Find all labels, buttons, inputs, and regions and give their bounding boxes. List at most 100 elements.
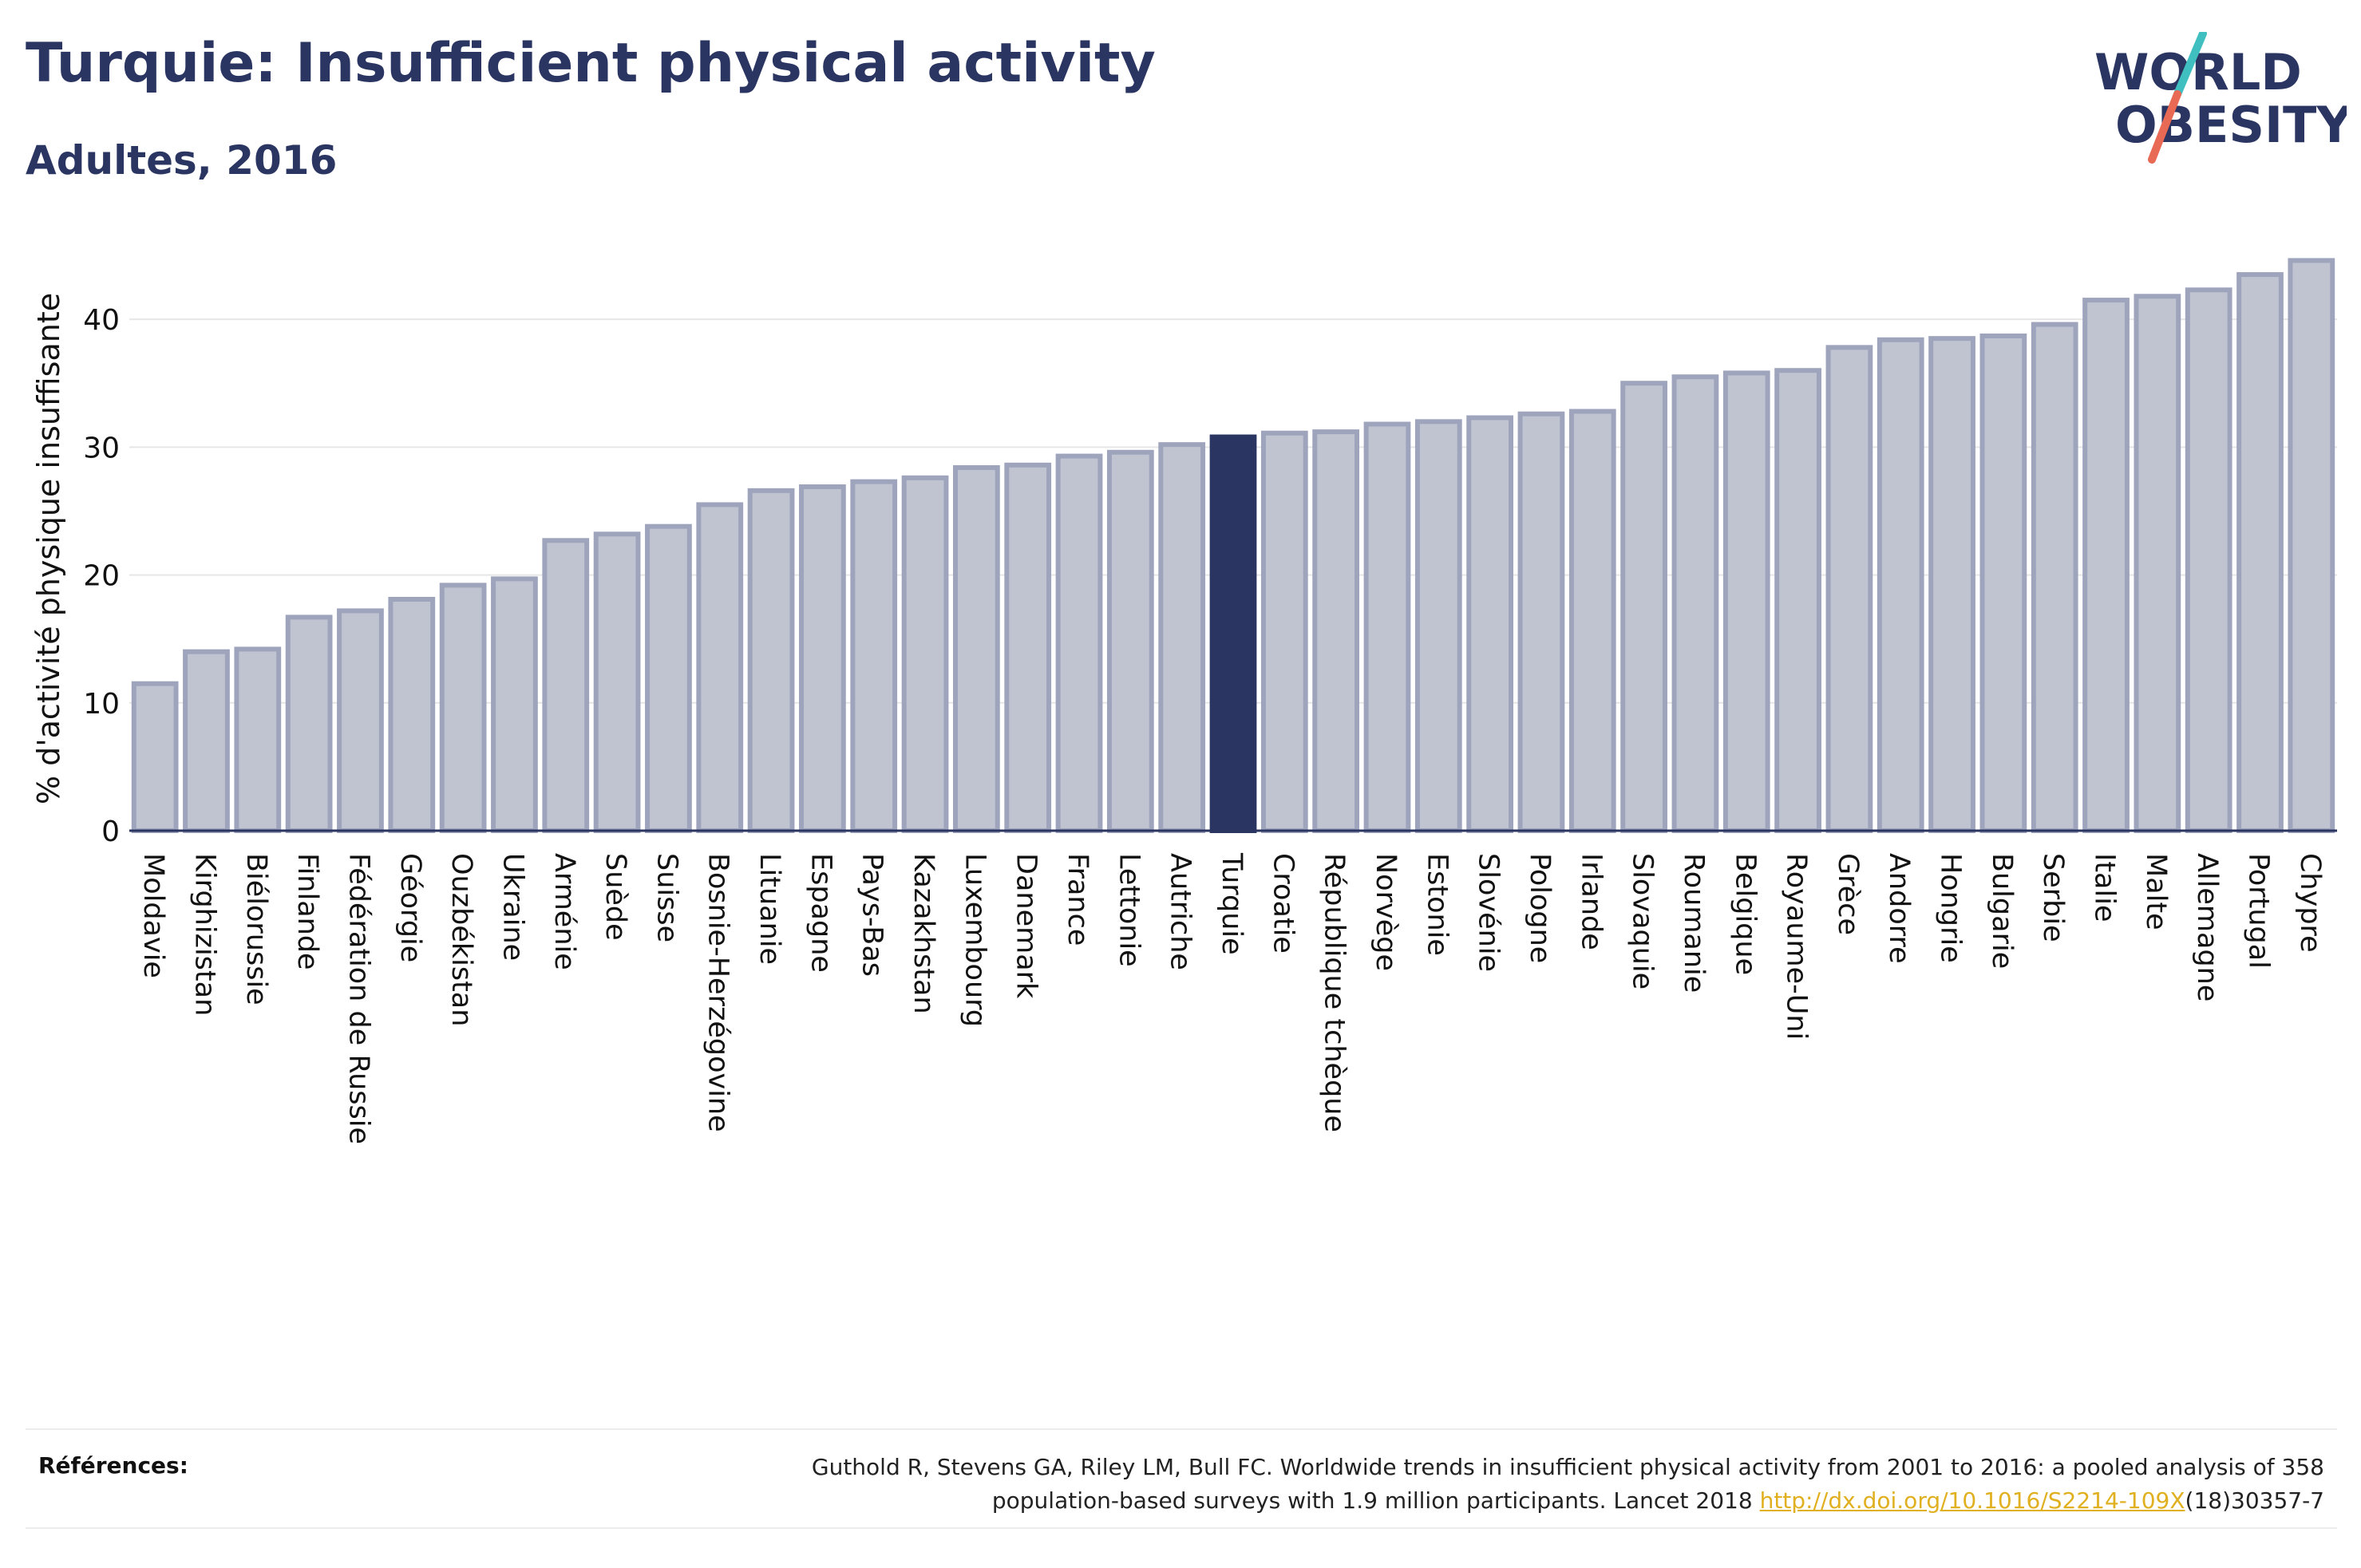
bar xyxy=(183,649,230,834)
bar xyxy=(645,523,692,833)
bar xyxy=(285,614,333,833)
reference-doi-link[interactable]: http://dx.doi.org/10.1016/S2214-109X xyxy=(1759,1487,2185,1514)
reference-line-2-suffix: (18)30357-7 xyxy=(2185,1487,2324,1514)
bar xyxy=(2288,258,2335,833)
bar xyxy=(491,576,538,834)
bar xyxy=(1774,368,1821,833)
bar-highlight xyxy=(1209,434,1257,834)
x-tick-label: Andorre xyxy=(1883,853,1915,964)
y-tick-labels: 0 10 20 30 40 xyxy=(83,304,120,848)
x-tick-label: Luxembourg xyxy=(959,853,991,1027)
x-tick-label: Croatie xyxy=(1267,853,1299,954)
chart-title: Turquie: Insufficient physical activity xyxy=(26,32,1156,95)
bar xyxy=(337,608,384,833)
x-tick-label: Géorgie xyxy=(394,853,426,962)
x-tick-label: Ouzbékistan xyxy=(445,853,477,1026)
x-tick-label: Arménie xyxy=(548,853,580,970)
y-axis-label: % d'activité physique insuffisante xyxy=(31,293,66,804)
y-tick-label: 30 xyxy=(83,432,120,464)
references-label: Références: xyxy=(38,1452,188,1479)
x-tick-label: Estonie xyxy=(1421,853,1453,956)
bar xyxy=(1877,337,1924,834)
bar xyxy=(1825,345,1873,834)
x-tick-label: Biélorussie xyxy=(240,853,272,1005)
x-tick-label: Danemark xyxy=(1010,853,1042,999)
bar xyxy=(1414,419,1462,833)
bar xyxy=(1979,333,2027,834)
x-tick-label: Pologne xyxy=(1524,853,1556,963)
bar xyxy=(850,479,898,833)
x-tick-label: Espagne xyxy=(805,853,836,973)
x-tick-label: Fédération de Russie xyxy=(342,853,374,1144)
x-tick-label: Lituanie xyxy=(753,853,785,965)
bar xyxy=(1671,374,1719,833)
x-tick-label: Chypre xyxy=(2294,853,2326,953)
chart-subtitle: Adultes, 2016 xyxy=(26,137,338,184)
x-tick-label: Pays-Bas xyxy=(856,853,888,977)
bar xyxy=(799,484,846,833)
bar xyxy=(2185,287,2232,833)
x-tick-label: Suisse xyxy=(651,853,682,942)
x-tick-label: Serbie xyxy=(2037,853,2069,942)
bar xyxy=(747,488,795,833)
bar xyxy=(439,583,487,834)
x-tick-label: Bosnie-Herzégovine xyxy=(702,853,734,1132)
bar xyxy=(952,464,1000,833)
x-tick-label: Turquie xyxy=(1216,852,1248,955)
bar xyxy=(1004,462,1052,833)
references-text: Guthold R, Stevens GA, Riley LM, Bull FC… xyxy=(488,1451,2324,1518)
x-tick-label: Grèce xyxy=(1832,853,1864,935)
bar xyxy=(2134,294,2181,833)
bar xyxy=(1260,430,1308,834)
reference-line-2-prefix: population-based surveys with 1.9 millio… xyxy=(991,1487,1760,1514)
x-tick-label: République tchèque xyxy=(1319,853,1351,1132)
references-box: Références: Guthold R, Stevens GA, Riley… xyxy=(26,1428,2337,1529)
x-tick-label: Kirghizistan xyxy=(188,853,220,1016)
x-tick-label: Italie xyxy=(2089,853,2121,922)
bar xyxy=(1517,411,1565,833)
x-tick-label: Portugal xyxy=(2243,853,2275,969)
x-tick-label: Suède xyxy=(599,853,631,941)
x-tick-label: Irlande xyxy=(1575,853,1607,950)
bar xyxy=(234,646,282,834)
bar xyxy=(1620,381,1667,833)
bar xyxy=(696,502,744,834)
bar xyxy=(2236,272,2284,834)
x-tick-label: Malte xyxy=(2140,853,2172,930)
x-tick-label: Allemagne xyxy=(2191,853,2223,1001)
y-tick-label: 20 xyxy=(83,560,120,593)
y-tick-label: 40 xyxy=(83,304,120,337)
x-tick-label: Finlande xyxy=(291,853,323,970)
bars xyxy=(131,258,2335,834)
x-tick-label: Slovénie xyxy=(1473,853,1505,972)
bar xyxy=(1158,442,1206,834)
x-tick-label: Belgique xyxy=(1729,853,1761,975)
x-tick-label: Norvège xyxy=(1370,853,1402,971)
x-tick-label: Moldavie xyxy=(137,853,169,978)
y-tick-label: 10 xyxy=(83,688,120,721)
bar xyxy=(1568,409,1616,833)
x-tick-label: Kazakhstan xyxy=(908,853,939,1014)
bar xyxy=(901,475,949,833)
bar xyxy=(388,597,436,833)
bar xyxy=(1722,370,1770,833)
x-tick-label: Autriche xyxy=(1165,853,1196,970)
bar xyxy=(1928,336,1975,834)
x-tick-label: Hongrie xyxy=(1935,853,1967,963)
x-tick-label: Slovaquie xyxy=(1627,853,1659,989)
world-obesity-logo: WORLD OBESITY xyxy=(2094,32,2347,164)
bar xyxy=(1312,429,1360,834)
x-tick-label: Royaume-Uni xyxy=(1781,853,1813,1040)
x-tick-label: Bulgarie xyxy=(1986,853,2018,969)
reference-line-1: Guthold R, Stevens GA, Riley LM, Bull FC… xyxy=(811,1454,2324,1480)
bar xyxy=(2082,298,2130,833)
x-tick-label: Ukraine xyxy=(496,853,528,961)
bar xyxy=(2031,322,2078,833)
bar xyxy=(131,681,179,833)
bar xyxy=(1055,453,1103,833)
x-tick-labels: Moldavie Kirghizistan Biélorussie Finlande F… xyxy=(137,852,2326,1144)
x-tick-label: Roumanie xyxy=(1678,853,1710,993)
logo-slash-coral xyxy=(2148,90,2181,164)
y-tick-label: 0 xyxy=(101,816,120,848)
bar xyxy=(1363,421,1411,833)
